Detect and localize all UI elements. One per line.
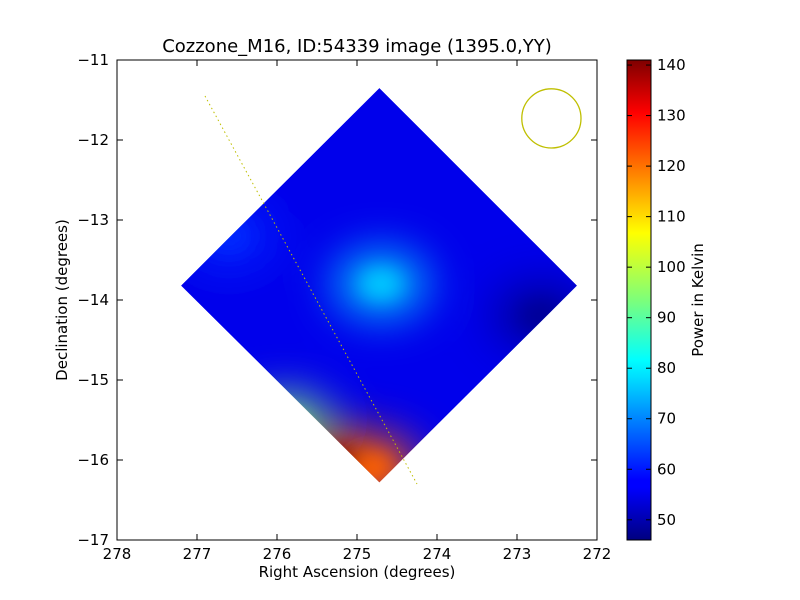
heatmap-layer — [181, 88, 577, 483]
chart-title: Cozzone_M16, ID:54339 image (1395.0,YY) — [162, 36, 552, 57]
beam-circle — [521, 88, 582, 149]
heatmap-feature-1 — [237, 394, 333, 462]
x-tick-label: 277 — [183, 545, 212, 563]
x-axis-label: Right Ascension (degrees) — [259, 563, 456, 581]
colorbar-tick-label: 60 — [657, 460, 676, 478]
x-tick-label: 272 — [583, 545, 612, 563]
x-tick-label: 274 — [423, 545, 452, 563]
heatmap-feature-core-3 — [353, 454, 393, 482]
y-tick-label: −14 — [77, 291, 109, 309]
heatmap-feature-4 — [181, 202, 277, 270]
x-tick-label: 273 — [503, 545, 532, 563]
colorbar-tick-label: 100 — [657, 258, 686, 276]
colorbar-tick-label: 110 — [657, 208, 686, 226]
colorbar-label: Power in Kelvin — [689, 243, 707, 357]
heatmap-feature-core-5 — [521, 302, 561, 330]
y-tick-label: −12 — [77, 131, 109, 149]
x-tick-label: 275 — [343, 545, 372, 563]
y-tick-label: −15 — [77, 371, 109, 389]
colorbar-tick-label: 70 — [657, 410, 676, 428]
y-tick-label: −16 — [77, 451, 109, 469]
scan-line — [204, 95, 418, 485]
heatmap-image — [181, 88, 577, 483]
colorbar-tick-label: 80 — [657, 359, 676, 377]
heatmap-feature-core-2 — [321, 446, 361, 474]
y-axis-label: Declination (degrees) — [53, 219, 71, 381]
x-tick-label: 278 — [103, 545, 132, 563]
colorbar-tick-label: 50 — [657, 511, 676, 529]
colorbar-tick-label: 120 — [657, 157, 686, 175]
x-tick-label: 276 — [263, 545, 292, 563]
y-tick-label: −11 — [77, 51, 109, 69]
y-tick-label: −13 — [77, 211, 109, 229]
colorbar-tick-label: 130 — [657, 107, 686, 125]
y-tick-label: −17 — [77, 531, 109, 549]
colorbar-tick-label: 90 — [657, 309, 676, 327]
heatmap-feature-core-0 — [361, 270, 401, 298]
heatmap-feature-core-1 — [265, 414, 305, 442]
colorbar — [626, 59, 652, 541]
heatmap-feature-core-4 — [209, 222, 249, 250]
colorbar-tick-label: 140 — [657, 56, 686, 74]
